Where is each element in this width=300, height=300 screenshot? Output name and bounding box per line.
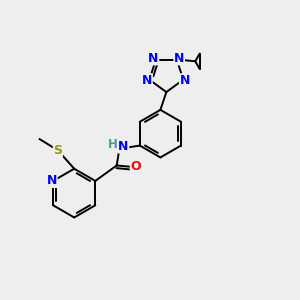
Text: N: N	[180, 74, 190, 87]
Text: N: N	[142, 74, 152, 87]
Text: N: N	[148, 52, 159, 65]
Text: O: O	[130, 160, 141, 173]
Text: N: N	[118, 140, 129, 153]
Text: N: N	[47, 174, 57, 188]
Text: H: H	[108, 138, 118, 151]
Text: S: S	[53, 144, 62, 157]
Text: N: N	[174, 52, 184, 65]
